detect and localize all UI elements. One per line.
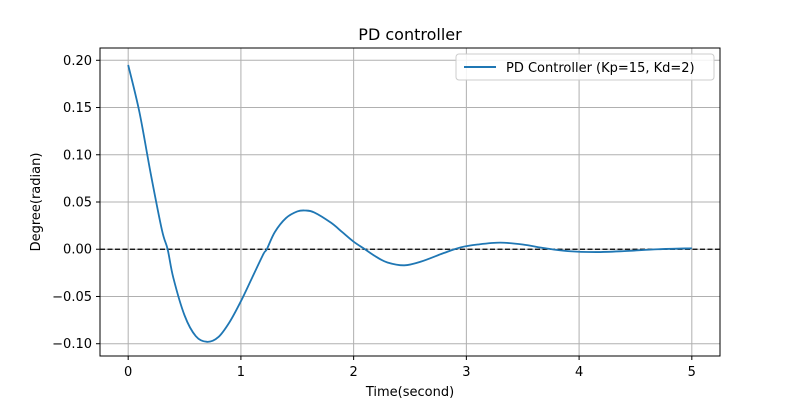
x-tick-label: 0 bbox=[124, 365, 132, 380]
y-axis: −0.10 −0.05 0.00 0.05 0.10 0.15 0.20 bbox=[52, 54, 100, 352]
x-tick-label: 5 bbox=[688, 365, 696, 380]
legend: PD Controller (Kp=15, Kd=2) bbox=[455, 53, 715, 81]
legend-box bbox=[455, 53, 715, 81]
y-tick-label: 0.00 bbox=[63, 243, 92, 258]
chart-title: PD controller bbox=[358, 25, 462, 44]
x-axis: 0 1 2 3 4 5 bbox=[124, 356, 696, 380]
y-tick-label: 0.15 bbox=[63, 101, 92, 116]
y-tick-label: 0.20 bbox=[63, 54, 92, 69]
series-layer bbox=[127, 64, 692, 343]
y-axis-label: Degree(radian) bbox=[29, 153, 44, 252]
grid bbox=[100, 48, 720, 356]
x-tick-label: 2 bbox=[349, 365, 357, 380]
y-tick-label: 0.10 bbox=[63, 148, 92, 163]
series-line bbox=[127, 64, 692, 343]
y-tick-label: 0.05 bbox=[63, 196, 92, 211]
x-tick-label: 1 bbox=[237, 365, 245, 380]
x-axis-label: Time(second) bbox=[365, 385, 454, 400]
y-tick-label: −0.10 bbox=[52, 337, 92, 352]
legend-label: PD Controller (Kp=15, Kd=2) bbox=[506, 61, 695, 76]
y-tick-label: −0.05 bbox=[52, 290, 92, 305]
x-tick-label: 4 bbox=[575, 365, 583, 380]
x-tick-label: 3 bbox=[462, 365, 470, 380]
